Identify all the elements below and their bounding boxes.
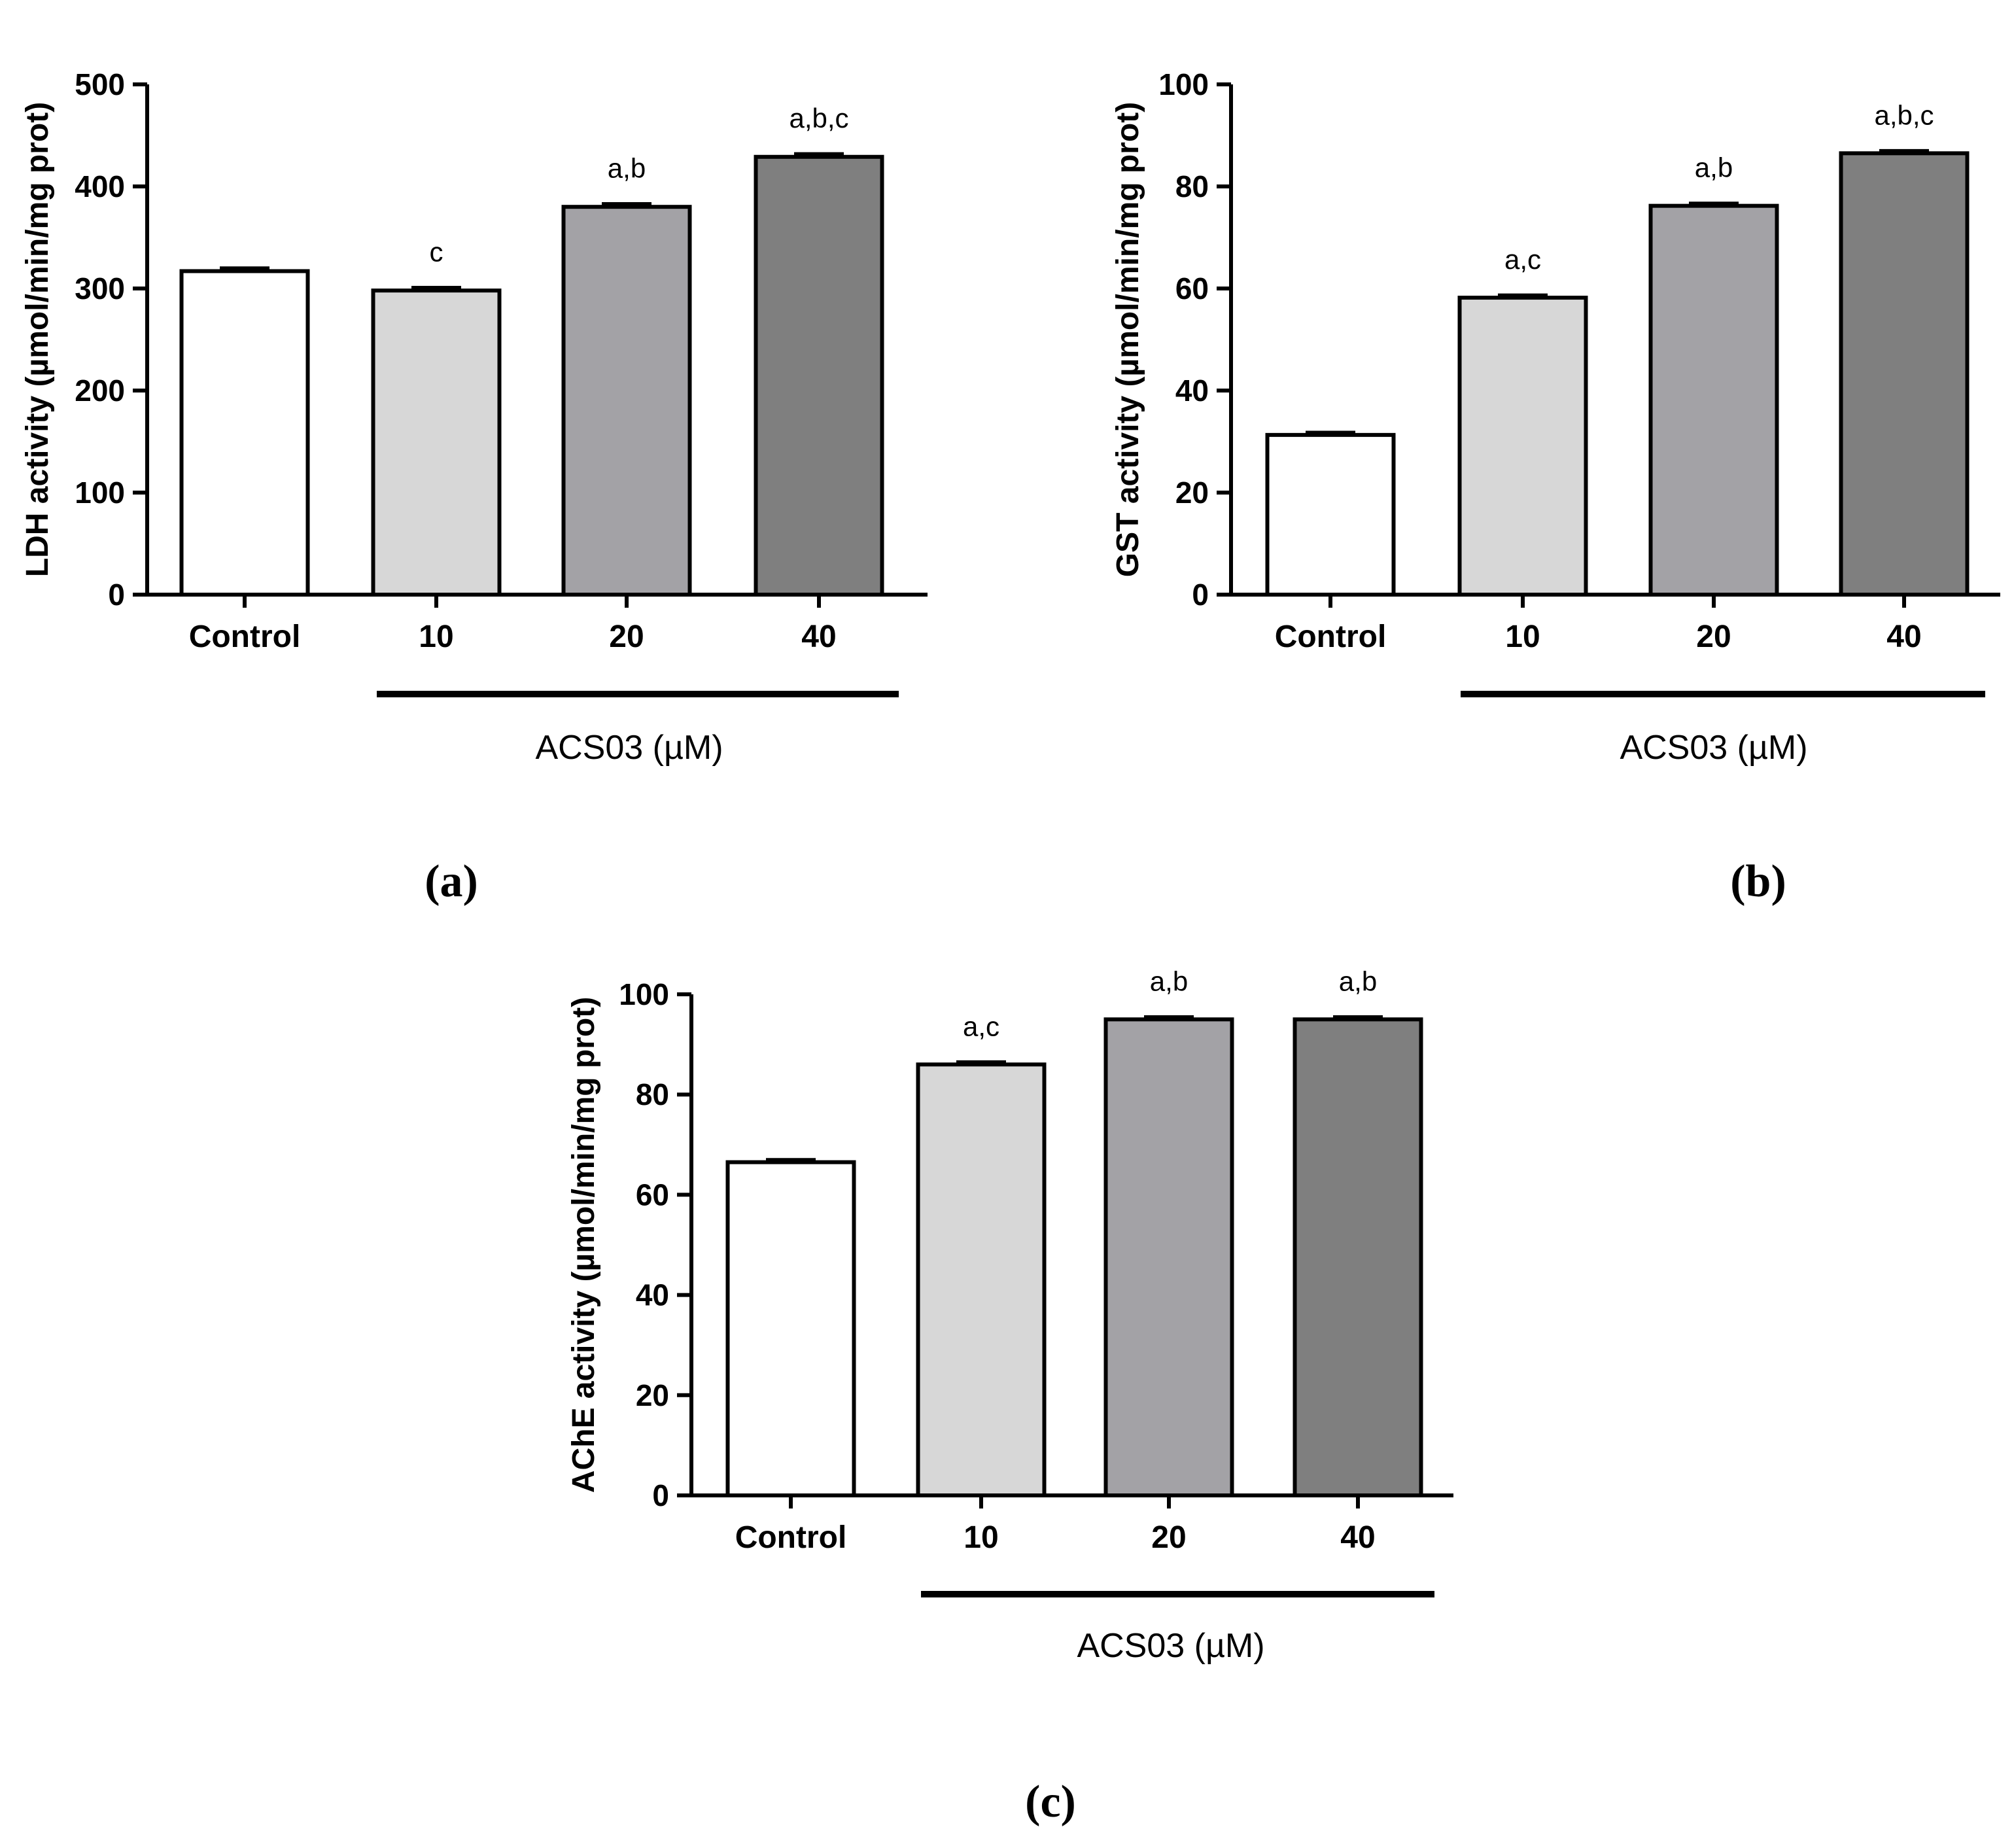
significance-label: a,b,c [789, 103, 848, 133]
y-tick-label: 20 [636, 1378, 669, 1412]
significance-label: a,b,c [1874, 99, 1934, 130]
x-tick-label: Control [189, 619, 301, 654]
y-tick-label: 80 [636, 1077, 669, 1111]
bar-40 [754, 154, 884, 597]
bar-20 [1103, 1017, 1234, 1498]
y-tick-label: 40 [636, 1278, 669, 1312]
chart-panel-b: 0 20 40 60 80 100 GST activity (µmol/min/mg pr… [1111, 67, 2000, 907]
group-label: ACS03 (µM) [1620, 729, 1807, 767]
panel-label: (c) [1025, 1777, 1076, 1827]
x-tick-label: Control [1275, 619, 1387, 654]
y-axis-title: GST activity (µmol/min/mg prot) [1111, 102, 1145, 577]
bar-control [1265, 432, 1396, 597]
y-axis-title: AChE activity (µmol/min/mg prot) [566, 997, 601, 1493]
group-label: ACS03 (µM) [535, 729, 723, 767]
bar-control [179, 269, 310, 597]
x-tick-label: 10 [419, 619, 453, 654]
panel-label: (b) [1730, 856, 1786, 907]
y-tick-label: 20 [1175, 476, 1209, 510]
significance-label: a,c [963, 1011, 999, 1041]
y-tick-label: 0 [1192, 578, 1209, 612]
significance-label: a,b [1339, 966, 1377, 996]
x-tick-label: 40 [1886, 619, 1921, 654]
y-tick-label: 40 [1175, 374, 1209, 408]
y-tick-label: 200 [75, 374, 125, 408]
y-tick-label: 0 [652, 1478, 669, 1512]
y-tick-label: 80 [1175, 169, 1209, 203]
chart-panel-a: 0 100 200 300 400 500 LDH activity (µmol/min/m… [20, 67, 928, 907]
significance-label: a,c [1504, 244, 1541, 275]
y-tick-label: 60 [1175, 271, 1209, 305]
x-tick-label: Control [735, 1520, 847, 1555]
bar-10 [371, 288, 502, 597]
bar-10 [1457, 296, 1588, 597]
significance-label: a,b [1150, 966, 1188, 996]
bar-10 [916, 1062, 1047, 1497]
y-tick-label: 100 [1158, 67, 1209, 101]
bar-20 [1648, 203, 1779, 597]
x-tick-label: 20 [609, 619, 644, 654]
y-axis-title: LDH activity (µmol/min/mg prot) [20, 102, 55, 577]
significance-label: a,b [1695, 152, 1733, 183]
bar-20 [561, 205, 692, 597]
x-tick-label: 20 [1696, 619, 1731, 654]
bar-40 [1839, 151, 1970, 597]
x-tick-label: 40 [1340, 1520, 1375, 1555]
y-tick-label: 300 [75, 271, 125, 305]
x-tick-label: 40 [801, 619, 836, 654]
group-label: ACS03 (µM) [1077, 1627, 1264, 1665]
y-tick-label: 0 [108, 578, 125, 612]
significance-label: c [430, 236, 443, 267]
x-tick-label: 10 [1505, 619, 1540, 654]
panel-label: (a) [425, 856, 478, 907]
y-tick-label: 400 [75, 169, 125, 203]
y-tick-label: 500 [75, 67, 125, 101]
y-tick-label: 100 [619, 977, 669, 1011]
significance-label: a,b [608, 153, 646, 184]
y-tick-label: 60 [636, 1177, 669, 1212]
bar-control [725, 1160, 856, 1497]
x-tick-label: 20 [1151, 1520, 1186, 1555]
x-tick-label: 10 [964, 1520, 998, 1555]
y-tick-label: 100 [75, 476, 125, 510]
bar-40 [1293, 1017, 1423, 1498]
chart-panel-c: 0 20 40 60 80 100 AChE activity (µmol/min/mg p… [566, 966, 1453, 1827]
